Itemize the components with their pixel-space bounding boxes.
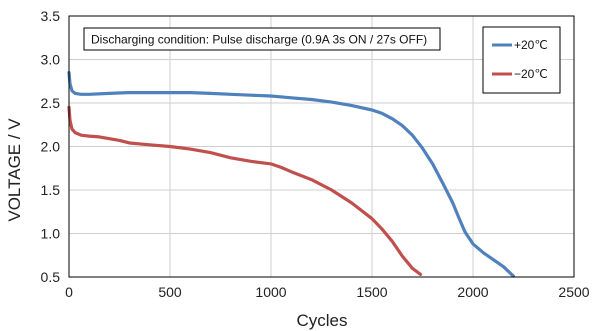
series-line-plus20: [67, 71, 515, 278]
x-tick-label: 500: [158, 284, 182, 300]
x-tick-label: 0: [65, 284, 73, 300]
y-tick-label: 1.0: [41, 226, 61, 242]
y-tick-label: 3.5: [41, 8, 61, 24]
tick-labels: 0 500 1000 1500 2000 2500 0.5 1.0 1.5 2.0 2.5 3.0 3.…: [41, 8, 590, 300]
y-tick-label: 1.5: [41, 182, 61, 198]
series-layer: [67, 71, 515, 278]
x-tick-label: 1000: [255, 284, 286, 300]
y-tick-label: 3.0: [41, 52, 61, 68]
x-axis-title: Cycles: [296, 311, 347, 330]
x-tick-label: 2000: [457, 284, 488, 300]
y-tick-label: 2.5: [41, 95, 61, 111]
x-tick-label: 2500: [558, 284, 589, 300]
legend-frame: [482, 26, 561, 94]
annotation-box: Discharging condition: Pulse discharge (…: [83, 27, 441, 51]
y-tick-label: 2.0: [41, 139, 61, 155]
series-line-minus20: [67, 105, 423, 276]
plot-frame: [68, 15, 575, 278]
legend-label-plus20: +20℃: [514, 38, 548, 52]
annotation-frame: [83, 27, 441, 51]
y-axis-title: VOLTAGE / V: [5, 118, 24, 222]
legend: +20℃ −20℃: [482, 26, 561, 94]
y-tick-label: 0.5: [41, 269, 61, 285]
x-tick-label: 1500: [356, 284, 387, 300]
annotation-text: Discharging condition: Pulse discharge (…: [91, 33, 427, 47]
legend-label-minus20: −20℃: [514, 67, 548, 81]
